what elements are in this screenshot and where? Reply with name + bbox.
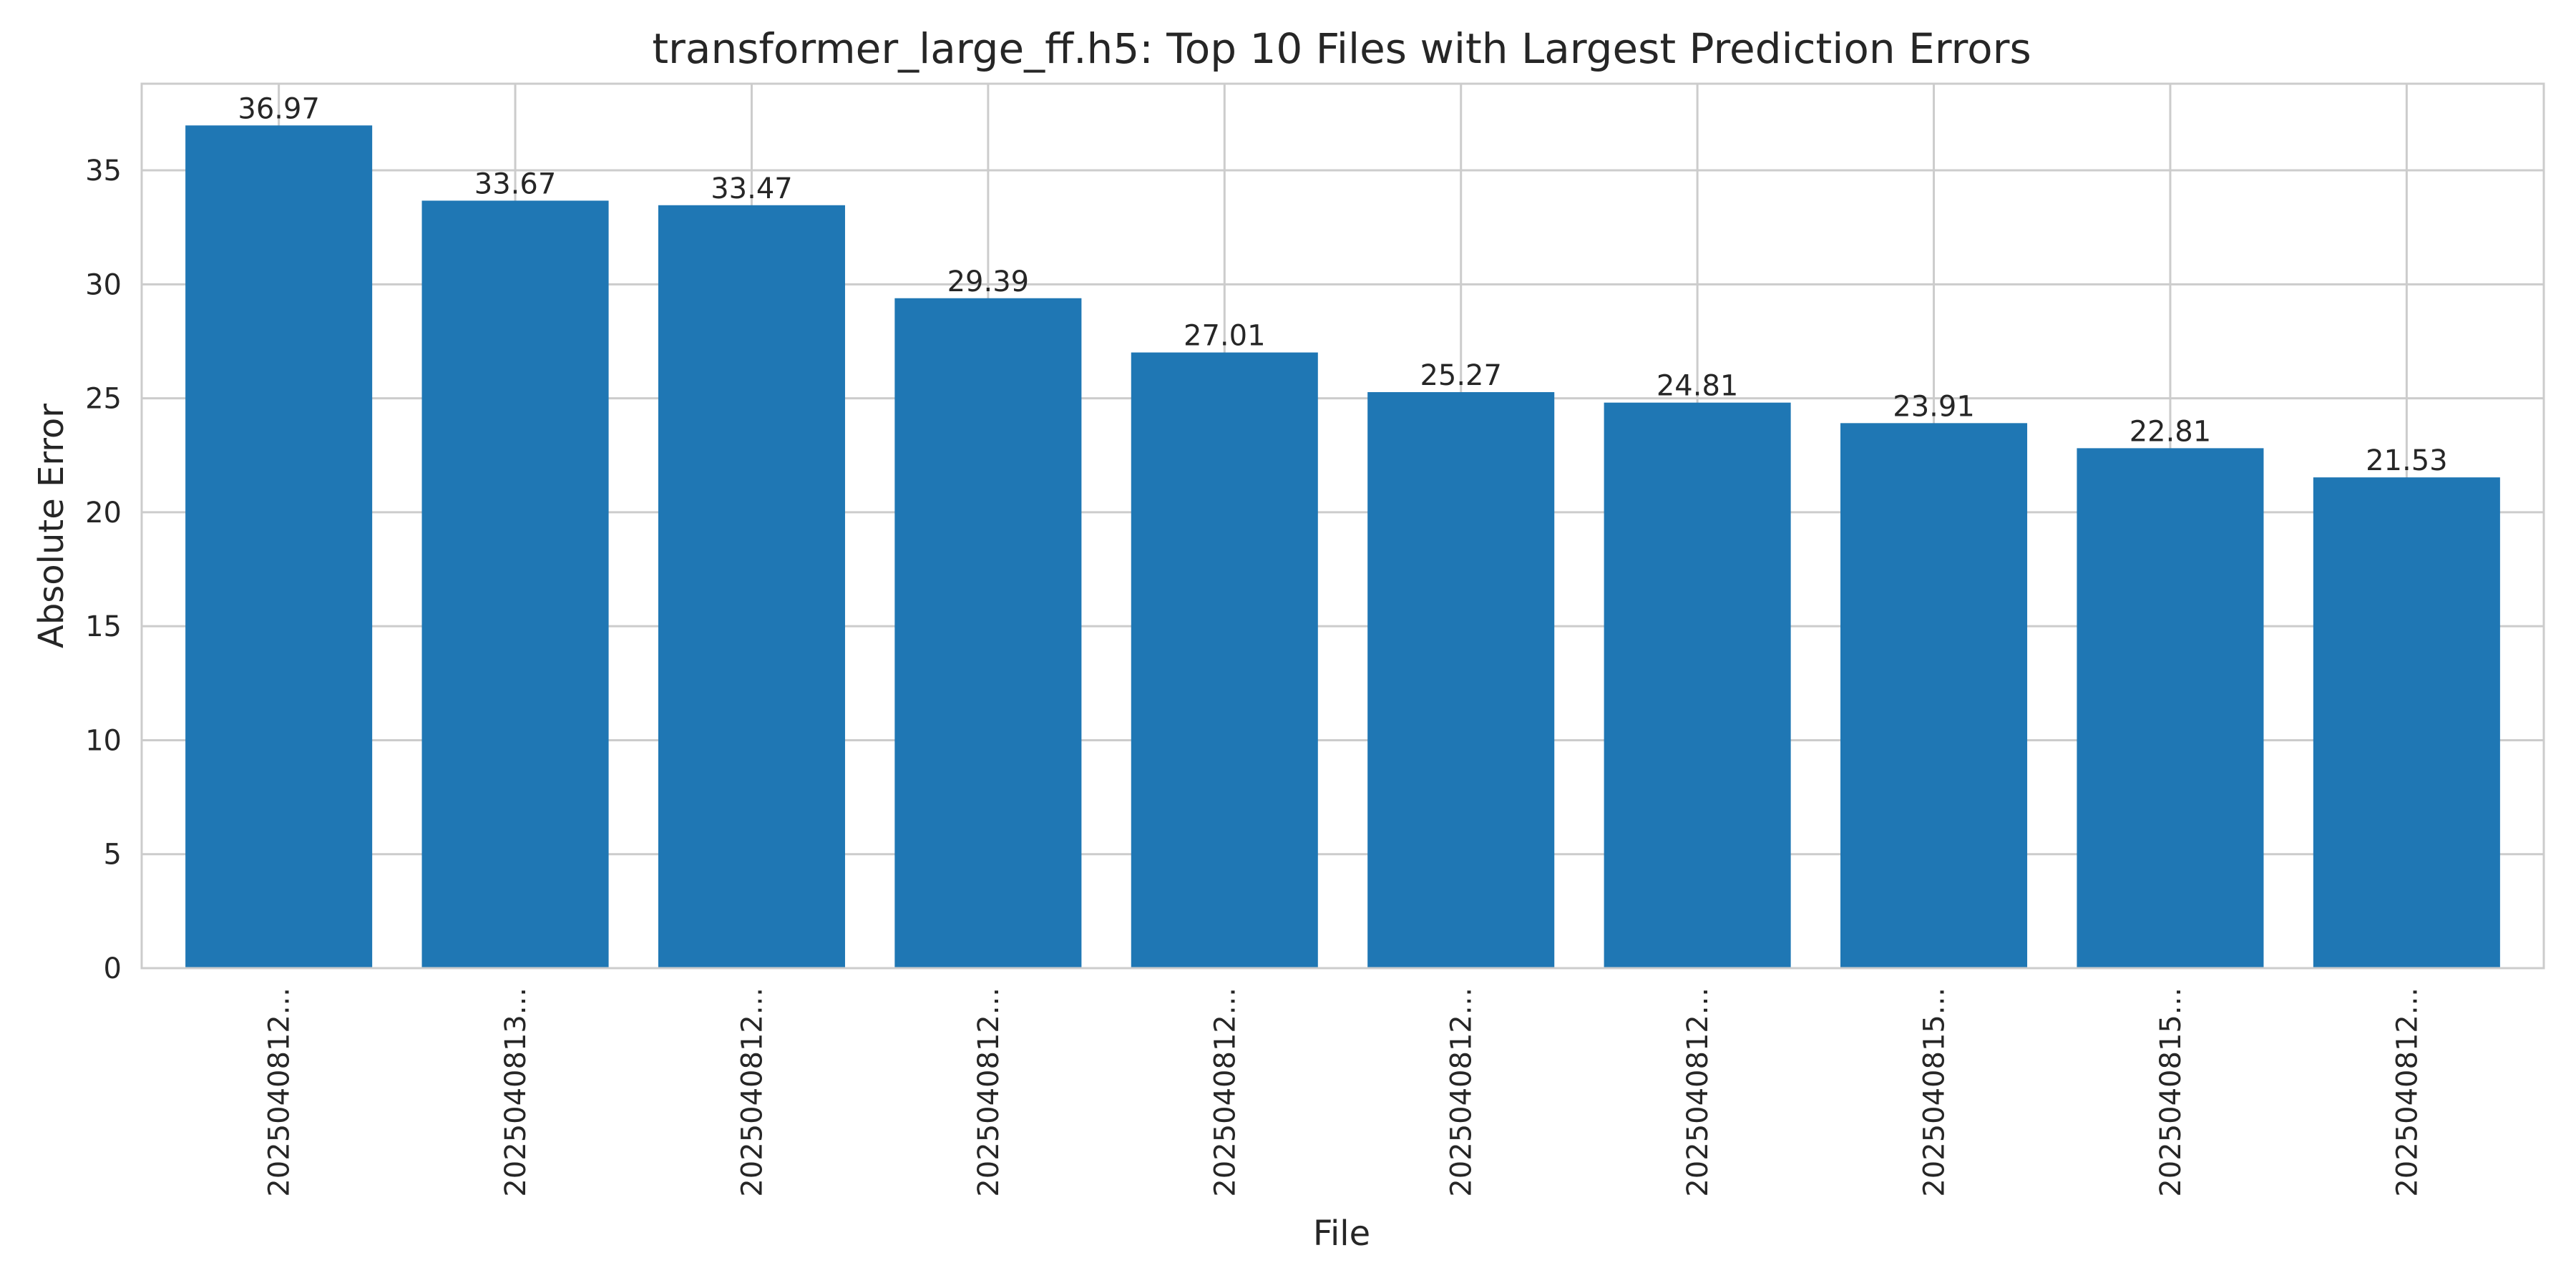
x-tick-label: 2025040812... — [1682, 987, 1714, 1197]
y-tick-label: 0 — [104, 952, 122, 985]
bar-value-label: 36.97 — [238, 92, 320, 125]
bar — [2313, 477, 2500, 968]
y-axis-label: Absolute Error — [31, 404, 72, 648]
bar-value-label: 22.81 — [2129, 415, 2212, 448]
y-tick-label: 20 — [85, 497, 122, 530]
bars — [185, 125, 2500, 969]
bar-value-label: 24.81 — [1657, 370, 1739, 403]
x-tick-label: 2025040812... — [263, 987, 296, 1197]
x-tick-label: 2025040812... — [1445, 987, 1478, 1197]
x-tick-label: 2025040815... — [2155, 987, 2187, 1197]
y-tick-label: 10 — [85, 724, 122, 757]
bar-value-label: 25.27 — [1420, 359, 1502, 392]
y-tick-label: 30 — [85, 268, 122, 301]
bar-value-label: 27.01 — [1184, 320, 1266, 353]
x-tick-label: 2025040813... — [499, 987, 532, 1197]
x-tick-label: 2025040812... — [2391, 987, 2424, 1197]
bar — [1604, 402, 1791, 968]
x-tick-label: 2025040812... — [1209, 987, 1241, 1197]
bar-value-label: 33.47 — [711, 172, 793, 205]
bar — [1367, 392, 1555, 968]
bar — [421, 200, 609, 969]
bar — [1840, 423, 2028, 968]
x-tick-label: 2025040815... — [1918, 987, 1951, 1197]
bar-value-label: 21.53 — [2366, 444, 2448, 477]
y-tick-labels: 0 5 10 15 20 25 30 35 — [85, 155, 122, 985]
bar — [2077, 448, 2264, 968]
bar-value-label: 33.67 — [474, 167, 557, 200]
x-tick-labels: 2025040812... 2025040813... 2025040812... 2… — [263, 987, 2424, 1197]
bar-value-label: 29.39 — [947, 265, 1030, 298]
plot-frame — [140, 82, 2545, 970]
bar — [658, 205, 845, 968]
x-tick-label: 2025040812... — [736, 987, 769, 1197]
chart-title: transformer_large_ff.h5: Top 10 Files wi… — [652, 24, 2031, 73]
bar-value-labels: 36.97 33.67 33.47 29.39 27.01 25.27 24.81 23.91… — [238, 92, 2447, 477]
bar — [1131, 352, 1318, 968]
y-tick-label: 35 — [85, 155, 122, 187]
bar-value-label: 23.91 — [1893, 390, 1975, 423]
x-axis-label: File — [1313, 1214, 1370, 1254]
y-tick-label: 25 — [85, 383, 122, 416]
bar — [185, 125, 373, 968]
bar — [894, 298, 1082, 968]
y-tick-label: 5 — [104, 839, 122, 872]
x-tick-label: 2025040812... — [972, 987, 1005, 1197]
y-tick-label: 15 — [85, 610, 122, 643]
